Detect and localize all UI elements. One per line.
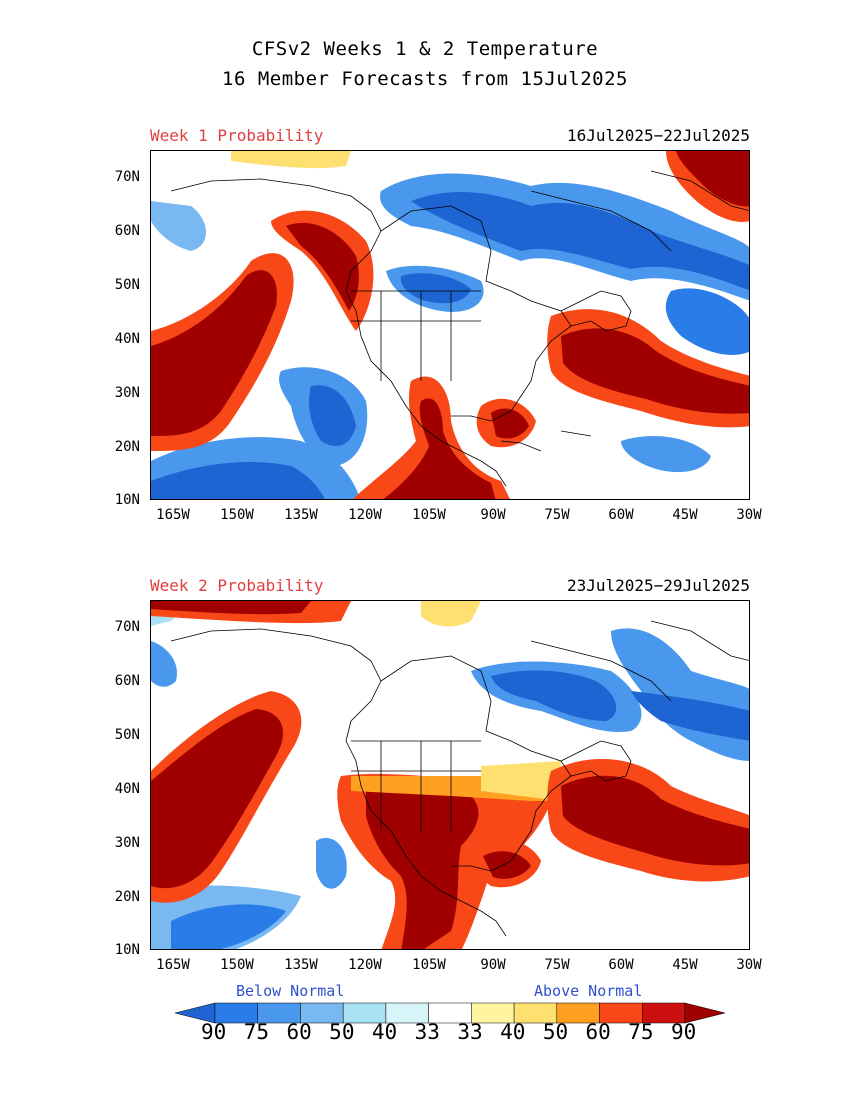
color-bar-value: 90 [671,1020,697,1044]
color-bar-tip-above [684,1002,725,1024]
lon-tick: 105W [412,957,446,973]
lat-tick: 10N [114,492,140,508]
above-normal-label: Above Normal [534,982,643,1000]
lon-tick: 90W [480,507,506,523]
lon-tick: 45W [672,957,698,973]
lat-tick: 50N [114,727,140,743]
lat-tick: 10N [114,942,140,958]
color-bar [175,1002,725,1024]
color-bar-value: 33 [457,1020,483,1044]
week-2-above-normal-regions [151,601,749,949]
lon-tick: 30W [736,957,762,973]
lon-tick: 135W [284,507,318,523]
lon-tick: 60W [608,957,634,973]
panel-1-dates: 16Jul2025−22Jul2025 [566,126,750,145]
coastline-outlines [170,620,749,937]
color-bar-value: 40 [500,1020,526,1044]
color-bar-value: 40 [371,1020,398,1044]
panel-1-label: Week 1 Probability [150,126,324,145]
color-bar-value: 60 [286,1020,312,1044]
lon-tick: 30W [736,507,762,523]
lat-tick: 70N [114,619,140,635]
color-bar-value: 60 [585,1020,611,1044]
week-2-below-normal-regions [151,601,749,949]
lat-tick: 70N [114,169,140,185]
lon-tick: 60W [608,507,634,523]
lat-tick: 30N [114,835,140,851]
figure-title-line-2: 16 Member Forecasts from 15Jul2025 [222,68,628,90]
panel-2-dates: 23Jul2025−29Jul2025 [566,576,750,595]
lat-tick: 40N [114,331,140,347]
figure-title-line-1: CFSv2 Weeks 1 & 2 Temperature [251,38,599,60]
color-bar-value: 50 [329,1020,355,1044]
lon-tick: 75W [544,957,570,973]
week-1-map [150,150,750,500]
lon-tick: 135W [284,957,318,973]
lon-tick: 165W [156,957,190,973]
lat-tick: 40N [114,781,140,797]
lat-tick: 50N [114,277,140,293]
lon-tick: 120W [348,957,382,973]
lat-tick: 20N [114,889,140,905]
color-bar-value: 50 [542,1020,569,1044]
lat-tick: 20N [114,439,140,455]
color-bar-value: 33 [414,1020,440,1044]
color-bar-value: 75 [628,1020,654,1044]
lon-tick: 150W [220,507,254,523]
below-normal-label: Below Normal [236,982,345,1000]
lon-tick: 90W [480,957,506,973]
coastline-outlines [170,170,749,487]
color-bar-value: 75 [243,1020,270,1044]
week-2-map [150,600,750,950]
lon-tick: 165W [156,507,190,523]
lat-tick: 60N [114,673,140,689]
lon-tick: 75W [544,507,570,523]
lon-tick: 120W [348,507,382,523]
panel-2-label: Week 2 Probability [150,576,324,595]
week-1-below-normal-regions [151,173,749,499]
lon-tick: 150W [220,957,254,973]
lon-tick: 45W [672,507,698,523]
lon-tick: 105W [412,507,446,523]
lat-tick: 30N [114,385,140,401]
lat-tick: 60N [114,223,140,239]
color-bar-value: 90 [201,1020,227,1044]
